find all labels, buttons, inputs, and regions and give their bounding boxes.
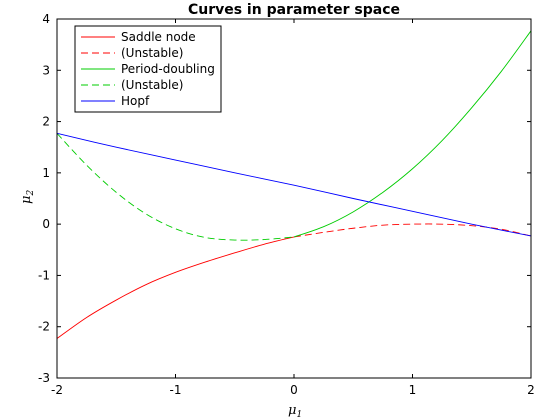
legend-label: Hopf xyxy=(121,94,150,108)
x-tick-label: -2 xyxy=(51,383,63,397)
x-tick-label: 2 xyxy=(527,383,535,397)
x-tick-label: -1 xyxy=(170,383,182,397)
y-tick-label: -2 xyxy=(38,320,50,334)
legend: Saddle node (Unstable) Period-doubling (Uns… xyxy=(74,25,222,113)
legend-label: (Unstable) xyxy=(121,78,183,92)
y-tick-label: 2 xyxy=(42,115,50,129)
y-tick-label: 0 xyxy=(42,217,50,231)
curves xyxy=(56,30,532,339)
legend-label: Saddle node xyxy=(121,30,196,44)
y-axis-label-base: μ xyxy=(19,196,34,204)
y-axis-ticks: -3 -2 -1 0 1 2 3 4 xyxy=(38,12,531,385)
legend-label: (Unstable) xyxy=(121,46,183,60)
x-tick-label: 1 xyxy=(409,383,417,397)
series-line-2 xyxy=(293,30,532,238)
y-tick-label: -3 xyxy=(38,371,50,385)
y-axis-label-sub: 2 xyxy=(26,190,36,197)
series-line-0 xyxy=(56,236,295,339)
y-axis-label: μ2 xyxy=(19,190,36,204)
chart-title: Curves in parameter space xyxy=(188,2,400,18)
y-tick-label: 1 xyxy=(42,166,50,180)
y-tick-label: -1 xyxy=(38,268,50,282)
x-tick-label: 0 xyxy=(290,383,298,397)
x-axis-label-base: μ xyxy=(288,403,296,418)
legend-label: Period-doubling xyxy=(121,62,215,76)
x-axis-label: μ1 xyxy=(288,403,302,420)
series-line-3 xyxy=(56,133,295,241)
y-tick-label: 4 xyxy=(42,12,50,26)
y-axis-label-group: μ2 xyxy=(19,190,36,204)
x-axis-label-sub: 1 xyxy=(296,410,302,420)
x-axis-ticks: -2 -1 0 1 2 xyxy=(51,19,535,397)
series-line-4 xyxy=(56,132,532,237)
y-tick-label: 3 xyxy=(42,63,50,77)
